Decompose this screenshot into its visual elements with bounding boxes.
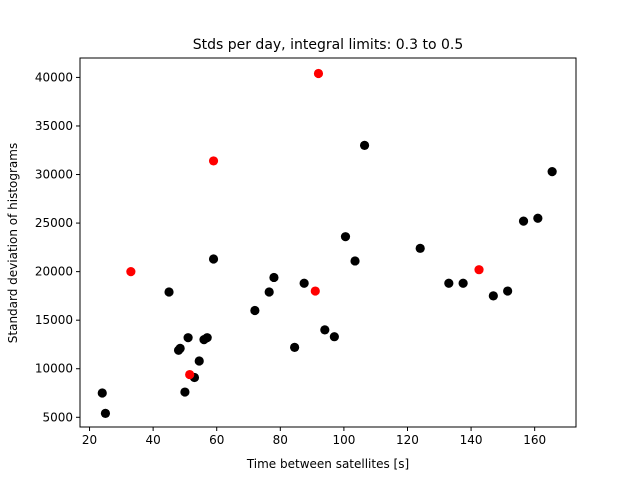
data-point <box>518 216 529 226</box>
y-tick-label: 20000 <box>35 265 73 279</box>
data-point <box>533 213 543 223</box>
data-point <box>350 256 360 266</box>
data-point <box>100 408 111 419</box>
y-axis-label: Standard deviation of histograms <box>6 143 20 343</box>
x-tick-label: 20 <box>82 433 97 447</box>
data-point <box>264 287 274 297</box>
data-point <box>175 343 185 353</box>
plot-area <box>80 58 576 427</box>
x-tick-label: 160 <box>523 433 546 447</box>
axes-frame <box>79 57 577 428</box>
plot-background <box>80 58 576 427</box>
x-tick-label: 40 <box>145 433 160 447</box>
data-point <box>340 232 351 242</box>
data-point <box>310 286 320 296</box>
data-point <box>547 167 557 177</box>
data-point <box>208 156 219 166</box>
data-point <box>269 272 279 283</box>
data-point <box>299 278 309 288</box>
data-point <box>415 243 425 253</box>
data-point <box>185 369 195 380</box>
data-point <box>503 286 513 296</box>
y-tick-label: 5000 <box>42 410 73 424</box>
data-point <box>444 278 454 288</box>
data-point <box>164 287 174 297</box>
data-point <box>488 291 498 301</box>
x-axis-label: Time between satellites [s] <box>246 457 409 471</box>
y-tick-label: 30000 <box>35 168 73 182</box>
data-point <box>359 140 370 150</box>
x-tick-label: 80 <box>273 433 288 447</box>
data-point <box>250 305 260 316</box>
data-point <box>208 254 219 264</box>
data-point <box>202 333 212 343</box>
data-point <box>183 333 193 343</box>
y-tick-label: 10000 <box>35 362 73 376</box>
y-tick-label: 35000 <box>35 119 73 133</box>
data-point <box>194 356 204 366</box>
y-tick-label: 25000 <box>35 216 73 230</box>
y-tick-label: 15000 <box>35 313 73 327</box>
x-tick-label: 120 <box>396 433 419 447</box>
x-tick-label: 100 <box>332 433 355 447</box>
data-point <box>329 332 339 342</box>
data-point <box>474 265 484 275</box>
x-tick-label: 140 <box>460 433 483 447</box>
data-point <box>126 267 136 277</box>
axes-layer: 20 40 60 80 100 120 140 160 5000 10000 15000 20000 2… <box>35 57 577 447</box>
data-point <box>180 387 190 397</box>
y-tick-label: 40000 <box>35 70 73 84</box>
data-point <box>290 342 300 352</box>
x-tick-label: 60 <box>209 433 224 447</box>
data-point <box>313 68 324 79</box>
data-point <box>320 325 330 335</box>
data-point <box>458 278 468 288</box>
chart-title: Stds per day, integral limits: 0.3 to 0.… <box>193 37 464 53</box>
data-point <box>97 388 107 398</box>
points-layer <box>97 68 557 419</box>
